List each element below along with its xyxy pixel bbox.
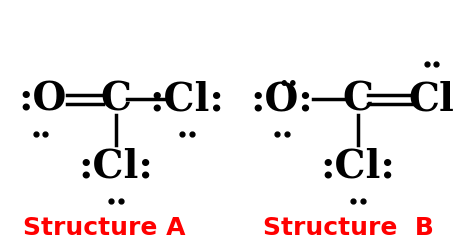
Text: C: C xyxy=(342,80,374,118)
Text: Structure  B: Structure B xyxy=(263,216,434,240)
Text: :Cl:: :Cl: xyxy=(79,147,154,185)
Text: :Ö:: :Ö: xyxy=(251,80,313,118)
Text: Structure A: Structure A xyxy=(23,216,185,240)
Text: :Cl:: :Cl: xyxy=(320,147,395,185)
Text: :Cl:: :Cl: xyxy=(150,80,225,118)
Text: C: C xyxy=(100,80,132,118)
Text: :O: :O xyxy=(18,80,67,118)
Text: Cl: Cl xyxy=(409,80,454,118)
